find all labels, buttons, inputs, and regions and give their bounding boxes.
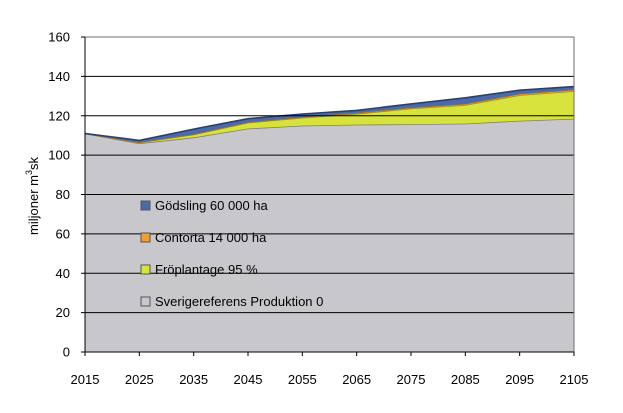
area-1 (85, 91, 574, 144)
legend-label-0: Gödsling 60 000 ha (155, 198, 269, 213)
legend-swatch-0 (140, 200, 151, 211)
y-tick-label-40: 40 (56, 266, 70, 281)
area-edge-3 (84, 85, 575, 142)
area-3 (85, 86, 574, 143)
x-axis-ticks: 2015 2025 2035 2045 2055 2065 2075 2085 2095 2105 (71, 352, 589, 387)
legend: Gödsling 60 000 ha Contorta 14 000 ha Fröp… (140, 198, 323, 309)
legend-swatch-2 (140, 264, 151, 275)
x-tick-label-2105: 2105 (560, 372, 589, 387)
y-axis-label-tail: sk (26, 157, 41, 171)
legend-swatch-3 (140, 296, 151, 307)
y-tick-label-80: 80 (56, 187, 70, 202)
x-tick-label-2055: 2055 (288, 372, 317, 387)
y-tick-label-120: 120 (48, 108, 70, 123)
y-tick-label-0: 0 (63, 345, 70, 360)
area-series-group (84, 85, 575, 352)
x-tick-label-2015: 2015 (71, 372, 100, 387)
x-tick-label-2065: 2065 (342, 372, 371, 387)
x-tick-label-2085: 2085 (451, 372, 480, 387)
legend-label-1: Contorta 14 000 ha (155, 230, 267, 245)
y-tick-label-60: 60 (56, 226, 70, 241)
legend-swatch-1 (140, 232, 151, 243)
y-axis-ticks: 0 20 40 60 80 100 120 140 160 (48, 30, 85, 360)
y-tick-label-160: 160 (48, 30, 70, 45)
x-tick-label-2035: 2035 (179, 372, 208, 387)
y-tick-label-140: 140 (48, 69, 70, 84)
x-tick-label-2075: 2075 (397, 372, 426, 387)
legend-label-2: Fröplantage 95 % (155, 262, 258, 277)
x-tick-label-2045: 2045 (234, 372, 263, 387)
y-axis-label: miljoner m3sk (24, 157, 41, 235)
x-tick-label-2025: 2025 (125, 372, 154, 387)
x-tick-label-2095: 2095 (505, 372, 534, 387)
y-tick-label-20: 20 (56, 305, 70, 320)
y-tick-label-100: 100 (48, 148, 70, 163)
area-0 (85, 118, 574, 352)
legend-label-3: Sverigereferens Produktion 0 (155, 294, 323, 309)
y-axis-label-sup: 3 (24, 170, 34, 175)
y-axis-label-main: miljoner m (26, 175, 41, 235)
